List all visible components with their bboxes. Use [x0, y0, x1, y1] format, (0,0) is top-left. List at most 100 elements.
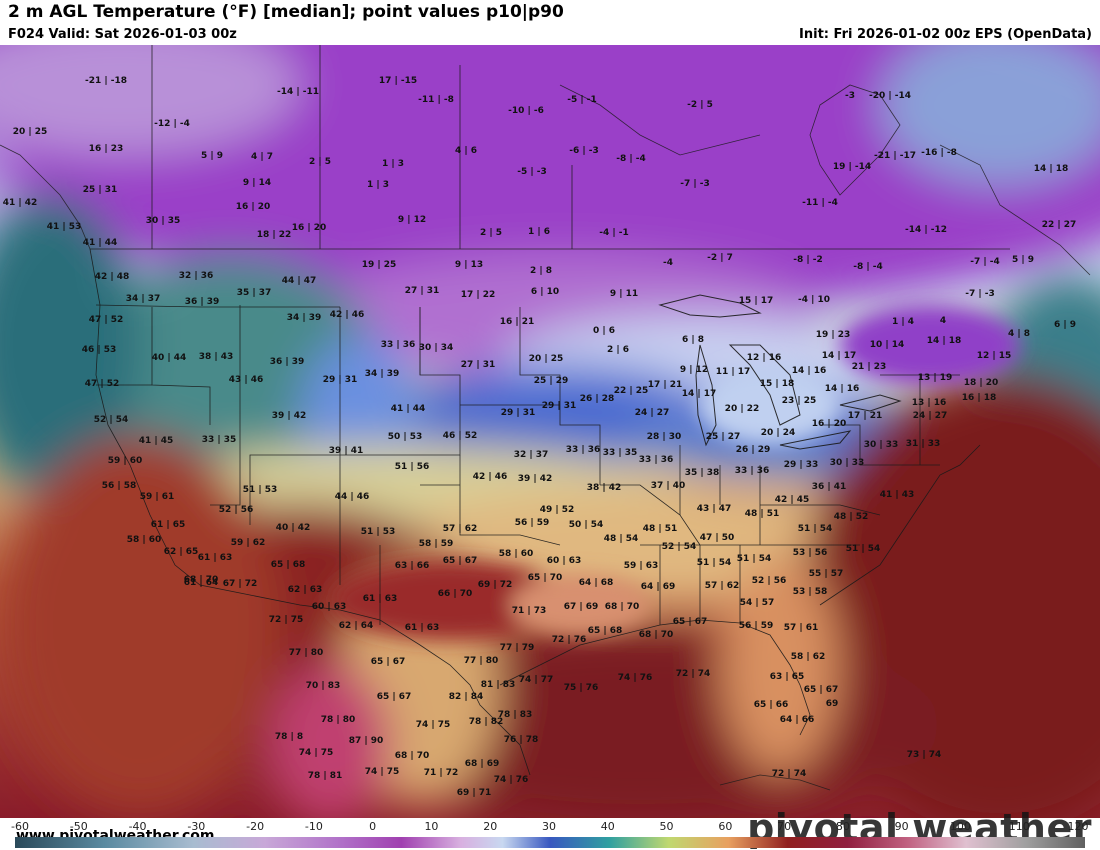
point-value: 33 | 35 [201, 435, 237, 445]
point-value: 82 | 84 [448, 692, 484, 702]
point-value: 15 | 17 [738, 296, 774, 306]
valid-time: F024 Valid: Sat 2026-01-03 00z [8, 27, 237, 42]
point-value: -20 | -14 [868, 91, 912, 101]
point-value: -6 | -3 [569, 146, 599, 156]
point-value: 24 | 27 [634, 408, 670, 418]
point-value: 59 | 63 [623, 561, 659, 571]
point-value: 72 | 74 [771, 769, 807, 779]
point-value: -4 [663, 258, 673, 268]
point-value: 81 | 83 [480, 680, 516, 690]
point-value: 74 | 76 [493, 775, 529, 785]
point-value: 65 | 67 [442, 556, 478, 566]
point-value: 33 | 36 [565, 445, 601, 455]
point-value: 44 | 47 [281, 276, 317, 286]
point-value: 16 | 18 [961, 393, 997, 403]
point-value: 17 | -15 [378, 76, 418, 86]
point-value: 72 | 74 [675, 669, 711, 679]
point-value: 42 | 48 [94, 272, 130, 282]
point-value: 29 | 31 [541, 401, 577, 411]
point-value: 16 | 21 [499, 317, 535, 327]
point-value: 58 | 60 [126, 535, 162, 545]
point-value: 9 | 14 [242, 178, 272, 188]
point-value: 61 | 65 [150, 520, 186, 530]
point-value: 51 | 56 [394, 462, 430, 472]
point-value: 41 | 44 [82, 238, 118, 248]
point-value: 22 | 27 [1041, 220, 1077, 230]
point-value: 65 | 67 [672, 617, 708, 627]
point-value: 14 | 18 [926, 336, 962, 346]
point-value: 77 | 80 [463, 656, 499, 666]
point-value: -11 | -8 [418, 95, 454, 105]
point-value: 62 | 65 [163, 547, 199, 557]
point-value: 69 | 71 [456, 788, 492, 798]
point-value: 57 | 62 [442, 524, 478, 534]
point-value: 41 | 45 [138, 436, 174, 446]
point-value: 41 | 53 [46, 222, 82, 232]
point-value: 68 | 70 [604, 602, 640, 612]
point-value: 74 | 75 [364, 767, 400, 777]
point-value: 61 | 63 [362, 594, 398, 604]
point-value: -4 | -1 [599, 228, 629, 238]
point-value: 71 | 73 [511, 606, 547, 616]
point-value: 18 | 20 [963, 378, 999, 388]
point-value: 69 | 72 [477, 580, 513, 590]
colorbar-tick: 90 [894, 820, 909, 833]
point-value: 15 | 18 [759, 379, 795, 389]
point-value: 30 | 33 [863, 440, 899, 450]
point-value: 29 | 33 [783, 460, 819, 470]
point-value: 54 | 57 [739, 598, 775, 608]
point-value: 51 | 54 [736, 554, 772, 564]
colorbar-tick: 110 [1008, 820, 1030, 833]
point-value: 19 | 23 [815, 330, 851, 340]
point-value: 20 | 24 [760, 428, 796, 438]
point-value: 10 | 14 [869, 340, 905, 350]
point-value: -10 | -6 [508, 106, 544, 116]
point-value: 51 | 54 [696, 558, 732, 568]
point-value: 68 | 70 [638, 630, 674, 640]
point-value: 30 | 33 [829, 458, 865, 468]
point-value: 4 | 7 [250, 152, 274, 162]
point-value: 61 | 64 [183, 578, 219, 588]
point-value: 48 | 51 [642, 524, 678, 534]
point-value: 26 | 28 [579, 394, 615, 404]
point-value: -12 | -4 [154, 119, 190, 129]
point-value: 25 | 27 [705, 432, 741, 442]
point-value: 60 | 63 [546, 556, 582, 566]
point-value: 51 | 54 [845, 544, 881, 554]
point-value: 23 | 25 [781, 396, 817, 406]
point-value: 14 | 18 [1033, 164, 1069, 174]
point-value: 11 | 17 [715, 367, 751, 377]
point-value: 67 | 69 [563, 602, 599, 612]
point-value: -5 | -1 [567, 95, 597, 105]
point-value: 12 | 15 [976, 351, 1012, 361]
point-value: 49 | 52 [539, 505, 575, 515]
point-value: 68 | 70 [394, 751, 430, 761]
colorbar-tick: 100 [949, 820, 971, 833]
point-value: 64 | 69 [640, 582, 676, 592]
point-value: 50 | 54 [568, 520, 604, 530]
point-value: 78 | 81 [307, 771, 343, 781]
point-value: 74 | 77 [518, 675, 554, 685]
colorbar-tick: 30 [542, 820, 556, 833]
point-value: 74 | 75 [415, 720, 451, 730]
point-value: 52 | 54 [661, 542, 697, 552]
point-value: 17 | 21 [847, 411, 883, 421]
point-value: 56 | 59 [514, 518, 550, 528]
point-value: 5 | 9 [1011, 255, 1035, 265]
point-value: 16 | 20 [291, 223, 327, 233]
point-value: 51 | 53 [360, 527, 396, 537]
colorbar-tick: -40 [128, 820, 147, 833]
point-value: 17 | 21 [647, 380, 683, 390]
point-value: 53 | 58 [792, 587, 828, 597]
point-value: -7 | -3 [965, 289, 995, 299]
point-value: 17 | 22 [460, 290, 496, 300]
point-value: 14 | 16 [824, 384, 860, 394]
point-value: 38 | 42 [586, 483, 622, 493]
point-value: 59 | 61 [139, 492, 175, 502]
point-value: 43 | 46 [228, 375, 264, 385]
point-value: 19 | 25 [361, 260, 397, 270]
colorbar-tick-labels: -60 -50 -40 -30 -20 -10 0 10 20 30 40 50 60 70 80 90 100… [0, 818, 1100, 836]
colorbar-tick: 60 [718, 820, 733, 833]
point-value: 74 | 75 [298, 748, 334, 758]
point-value: 47 | 52 [84, 379, 120, 389]
